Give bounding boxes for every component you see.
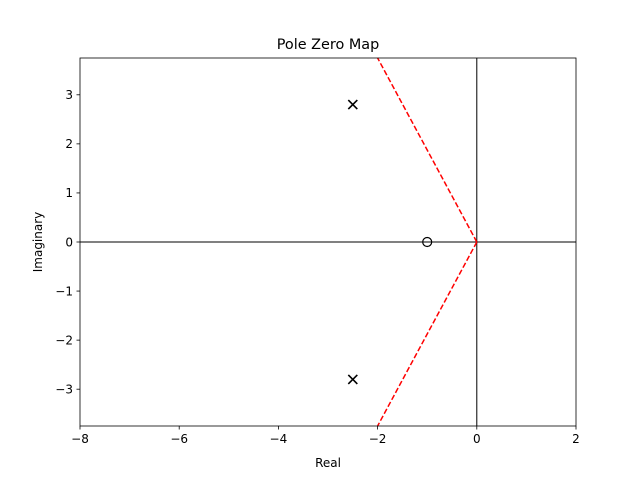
x-tick-label: 2 [572, 432, 580, 446]
x-tick-label: −6 [170, 432, 188, 446]
y-tick-label: −1 [55, 284, 73, 298]
ticks-group: −8 −6 −4 −2 0 2 −3 −2 −1 0 1 2 3 [55, 88, 580, 446]
plot-content [80, 57, 576, 427]
pole-marker [347, 374, 358, 385]
x-tick-label: −4 [270, 432, 288, 446]
chart-title: Pole Zero Map [277, 37, 379, 53]
x-tick-label: −2 [369, 432, 387, 446]
damping-line-0 [376, 57, 478, 243]
y-tick-label: 1 [65, 186, 73, 200]
y-tick-label: 3 [65, 88, 73, 102]
damping-line-1 [376, 241, 478, 427]
x-tick-label: −8 [71, 432, 89, 446]
x-axis-label: Real [315, 456, 341, 470]
pole-stroke-b [347, 99, 358, 110]
pole-marker [347, 99, 358, 110]
zero-marker [422, 236, 433, 248]
y-tick-label: −2 [55, 333, 73, 347]
pole-stroke-b [347, 374, 358, 385]
y-tick-label: 0 [65, 235, 73, 249]
y-tick-label: 2 [65, 137, 73, 151]
y-axis-label: Imaginary [31, 212, 45, 273]
y-tick-label: −3 [55, 383, 73, 397]
x-tick-label: 0 [473, 432, 481, 446]
